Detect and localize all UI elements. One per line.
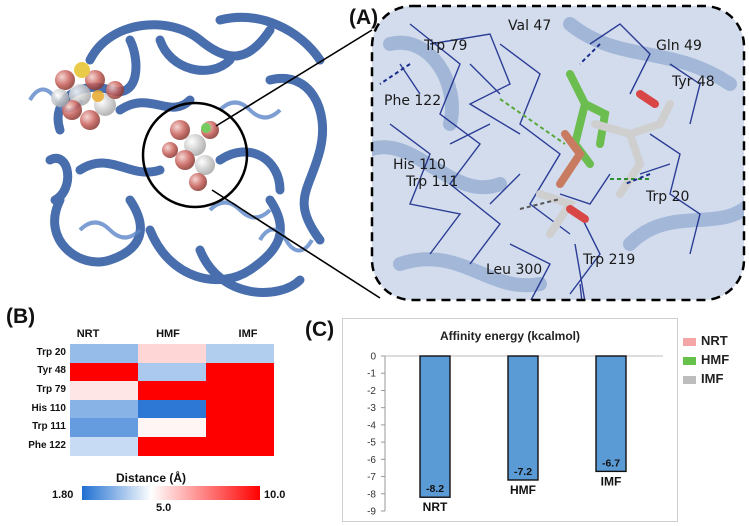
heatmap-row-label: Trp 111	[32, 421, 66, 432]
affinity-chart: Affinity energy (kcalmol) 0 -1 -2 -3 -4 -5 -6 -7…	[342, 318, 678, 522]
category-label: IMF	[601, 474, 622, 488]
colorbar-mid-label: 5.0	[156, 502, 172, 514]
heatmap-row-label: Phe 122	[28, 440, 66, 451]
bar-data-label: -8.2	[426, 483, 444, 495]
protein-structure-image	[28, 12, 328, 297]
colorbar-min-label: 1.80	[52, 489, 74, 501]
heatmap-cell	[138, 437, 206, 457]
heatmap-cell	[138, 381, 206, 401]
y-tick-label: -5	[367, 438, 376, 449]
y-tick-label: -4	[367, 420, 376, 431]
heatmap-row-label: Trp 79	[36, 384, 66, 395]
colorbar-title: Distance (Å)	[116, 471, 187, 485]
heatmap-column-header: NRT	[76, 328, 100, 340]
colorbar	[82, 486, 260, 500]
heatmap-cell	[206, 437, 274, 457]
panel-a-label: (A)	[349, 6, 379, 29]
heatmap-cell	[206, 381, 274, 401]
residue-label: Tyr 48	[672, 74, 715, 90]
legend-swatch-hmf	[683, 357, 696, 365]
chart-title: Affinity energy (kcalmol)	[440, 329, 580, 343]
panel-c-label: (C)	[305, 318, 335, 341]
binding-site-zoom-image	[370, 4, 746, 302]
bar-data-label: -6.7	[602, 457, 620, 469]
bar-nrt	[419, 355, 451, 498]
bar-hmf	[507, 355, 539, 481]
bar-data-label: -7.2	[514, 466, 532, 478]
heatmap-cell	[206, 362, 274, 382]
legend-label-imf: IMF	[701, 371, 724, 386]
residue-label: Phe 122	[384, 93, 442, 109]
colorbar-max-label: 10.0	[264, 489, 286, 501]
residue-label: Trp 79	[424, 38, 468, 54]
y-tick-label: -9	[367, 507, 376, 518]
residue-label: Val 47	[508, 18, 552, 34]
legend-swatch-nrt	[683, 338, 696, 346]
heatmap-cell	[70, 381, 138, 401]
heatmap-cell	[70, 399, 138, 419]
residue-label: Trp 111	[406, 174, 459, 190]
y-tick-label: -1	[367, 369, 376, 380]
residue-label: Trp 20	[646, 189, 690, 205]
y-tick-label: -6	[367, 455, 376, 466]
heatmap-cell	[70, 362, 138, 382]
heatmap-cell	[206, 344, 274, 364]
legend-label-nrt: NRT	[701, 333, 728, 348]
legend-label-hmf: HMF	[701, 352, 730, 367]
heatmap-cell	[206, 399, 274, 419]
residue-label: His 110	[393, 157, 446, 173]
affinity-bar-chart-svg: Affinity energy (kcalmol) 0 -1 -2 -3 -4 -5 -6 -7…	[367, 329, 663, 518]
heatmap-column-header: HMF	[156, 328, 180, 340]
heatmap-cell	[206, 418, 274, 438]
residue-label: Leu 300	[486, 262, 543, 278]
heatmap-row-label: Tyr 48	[37, 365, 66, 376]
heatmap-cell	[138, 418, 206, 438]
bar-imf	[595, 355, 627, 473]
y-tick-label: -2	[367, 386, 376, 397]
heatmap-grid	[70, 344, 274, 457]
y-tick-label: -8	[367, 489, 376, 500]
category-label: HMF	[510, 483, 536, 497]
heatmap-cell	[70, 437, 138, 457]
residue-label: Trp 219	[583, 252, 636, 268]
heatmap-cell	[138, 344, 206, 364]
y-tick-label: -3	[367, 403, 376, 414]
heatmap-cell	[138, 399, 206, 419]
heatmap-row-label: Trp 20	[36, 347, 66, 358]
y-tick-label: 0	[370, 352, 376, 363]
heatmap-cell	[138, 362, 206, 382]
heatmap-row-label: His 110	[31, 403, 66, 414]
heatmap-cell	[70, 418, 138, 438]
heatmap-cell	[70, 344, 138, 364]
category-label: NRT	[423, 500, 448, 514]
residue-label: Gln 49	[656, 38, 702, 54]
y-tick-label: -7	[367, 472, 376, 483]
heatmap-column-header: IMF	[238, 328, 258, 340]
legend-swatch-imf	[683, 376, 696, 384]
panel-b-label: (B)	[6, 305, 36, 328]
